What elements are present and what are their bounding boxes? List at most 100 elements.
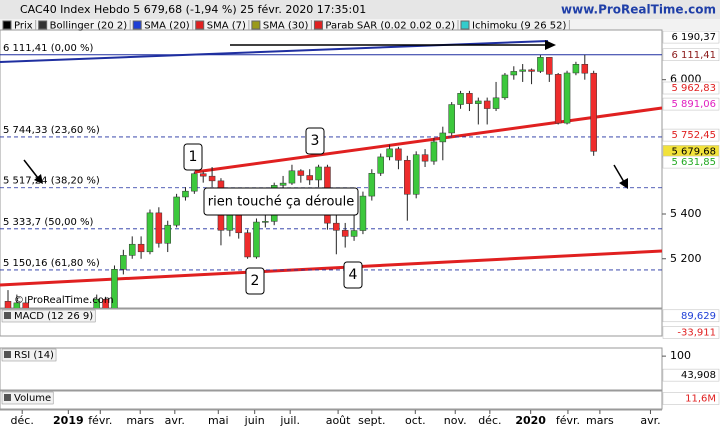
candle-body: [590, 72, 597, 152]
arrow-head: [619, 178, 628, 189]
candle-body: [102, 299, 109, 308]
arrow-head: [545, 40, 556, 50]
value-label: 89,629: [681, 311, 716, 322]
x-tick-label: juil.: [279, 414, 300, 427]
main-panel: [0, 29, 663, 309]
annotation-box: [183, 143, 203, 171]
legend-label: Bollinger (20 2): [50, 21, 128, 32]
price-label-box: [662, 155, 720, 169]
panel-title: Volume: [14, 393, 51, 404]
candle-body: [146, 212, 154, 253]
value-label-box: [662, 309, 720, 323]
x-tick-label: déc.: [478, 414, 501, 427]
candle-body: [501, 74, 509, 99]
value-label: -33,911: [677, 327, 716, 338]
panel-title-box: [1, 348, 57, 362]
candle-body: [386, 148, 393, 158]
candle-body: [430, 141, 438, 162]
candle-body: [572, 63, 580, 74]
indicator-panel: [0, 308, 663, 337]
legend-label: SMA (7): [207, 21, 246, 32]
candle-body: [457, 93, 464, 105]
x-tick-label: oct.: [405, 414, 426, 427]
header-bar: [0, 0, 720, 19]
candle-body: [483, 100, 491, 109]
indicator-panel: [0, 390, 663, 410]
candle-body: [412, 154, 420, 195]
arrow-head: [34, 174, 43, 184]
candle-body: [306, 175, 313, 181]
candle-body: [519, 69, 526, 72]
candle-body: [554, 74, 562, 124]
price-label-box: [662, 81, 720, 95]
candle-body: [359, 195, 367, 231]
price-label-box: [662, 30, 720, 44]
x-tick-label: sept.: [358, 414, 385, 427]
candle-body: [297, 170, 305, 176]
candle-body: [466, 93, 473, 104]
x-tick-label: 2019: [53, 414, 84, 427]
candle-body: [350, 230, 358, 237]
candle-body: [4, 301, 12, 308]
annotations: 1 2 3 4 rien touché ça déroule: [183, 127, 363, 295]
price-label: 5 752,45: [671, 130, 716, 141]
annotation-box: [343, 261, 363, 289]
legend-swatch: [195, 20, 205, 30]
legend-bar: [0, 19, 720, 30]
panel-swatch: [4, 394, 11, 401]
level-label: 6 111,41 (0,00 %): [3, 43, 94, 54]
candle-body: [510, 71, 518, 76]
price-label: 5 631,85: [671, 157, 716, 168]
x-tick-label: avr.: [165, 414, 185, 427]
annotation-box: [245, 267, 265, 295]
annotation: 1: [189, 149, 198, 165]
candle-body: [563, 72, 571, 124]
candle-body: [13, 302, 21, 308]
x-tick-label: févr.: [556, 414, 580, 427]
candle-body: [208, 175, 216, 182]
legend-label: SMA (20): [144, 21, 190, 32]
candle-body: [173, 196, 180, 226]
level-label: 5 517,24 (38,20 %): [3, 176, 100, 187]
panel-title: MACD (12 26 9): [14, 311, 93, 322]
legend-label: Prix: [14, 21, 33, 32]
candle-body: [182, 190, 189, 198]
price-label-box: [662, 97, 720, 111]
candle-body: [315, 166, 322, 181]
price-label: 6 111,41: [671, 50, 716, 61]
candle-body: [128, 243, 136, 256]
x-tick-label: déc.: [11, 414, 34, 427]
value-label: 43,908: [681, 370, 716, 381]
arrow: [613, 164, 625, 183]
candle-body: [421, 154, 429, 162]
candle-body: [537, 57, 544, 72]
candle-body: [448, 104, 455, 134]
x-tick-label: nov.: [444, 414, 467, 427]
copyright: © ProRealTime.com: [14, 295, 114, 306]
candle-body: [279, 182, 287, 186]
value-label-box: [662, 368, 720, 382]
annotation-box: [203, 187, 359, 216]
candle-body: [120, 255, 127, 270]
annotation: 3: [311, 133, 320, 149]
panel-swatch: [4, 312, 11, 319]
trend-line: [0, 249, 662, 287]
price-label: 6 190,37: [671, 32, 716, 43]
candle-body: [475, 100, 482, 104]
x-tick-label: mars: [586, 414, 614, 427]
candle-body: [546, 57, 553, 75]
legend-swatch: [38, 20, 48, 30]
candle-body: [253, 221, 260, 258]
watermark: www.ProRealTime.com: [561, 3, 716, 17]
candle-body: [377, 156, 384, 174]
candle-body: [288, 170, 296, 184]
candle-body: [93, 299, 100, 308]
y-tick-label: 100: [670, 349, 691, 362]
legend-label: SMA (30): [263, 21, 309, 32]
x-tick-label: févr.: [88, 414, 112, 427]
legend-swatch: [132, 20, 142, 30]
value-label: 11,6M: [685, 394, 716, 405]
y-tick-label: 5 200: [670, 252, 702, 265]
value-label-box: [662, 392, 720, 405]
legend-swatch: [251, 20, 261, 30]
